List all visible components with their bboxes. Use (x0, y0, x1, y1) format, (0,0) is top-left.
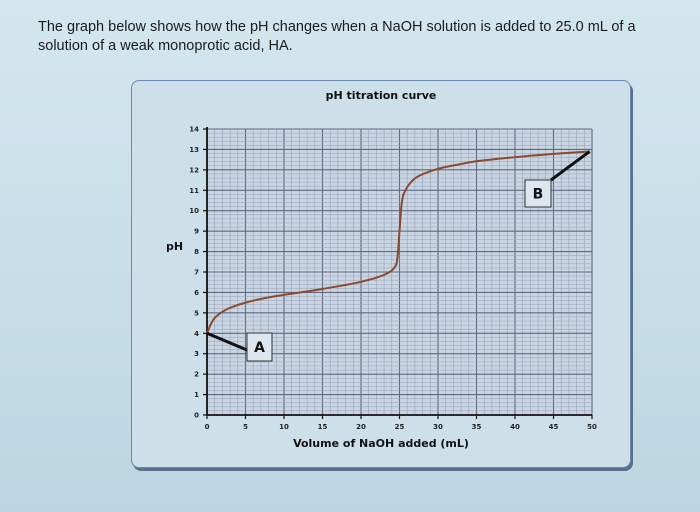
svg-text:1: 1 (194, 391, 199, 399)
svg-text:13: 13 (189, 146, 199, 154)
svg-text:6: 6 (194, 289, 199, 297)
question-text: The graph below shows how the pH changes… (38, 19, 636, 54)
svg-text:4: 4 (194, 330, 199, 338)
y-axis-label: pH (166, 240, 184, 253)
x-axis-label: Volume of NaOH added (mL) (293, 437, 469, 450)
svg-text:2: 2 (194, 371, 199, 379)
svg-text:10: 10 (189, 207, 199, 215)
label-a-box (246, 332, 273, 362)
svg-text:7: 7 (194, 269, 199, 277)
svg-text:15: 15 (318, 423, 328, 431)
label-b-box (524, 179, 552, 208)
svg-text:30: 30 (433, 423, 443, 431)
svg-text:50: 50 (587, 423, 597, 431)
titration-curve (206, 150, 590, 334)
svg-text:8: 8 (194, 248, 199, 256)
svg-text:45: 45 (549, 423, 559, 431)
svg-text:9: 9 (194, 228, 199, 236)
svg-text:25: 25 (395, 423, 405, 431)
svg-text:20: 20 (356, 423, 366, 431)
svg-text:0: 0 (205, 423, 210, 431)
svg-text:35: 35 (472, 423, 482, 431)
svg-text:10: 10 (279, 423, 289, 431)
svg-text:3: 3 (194, 350, 199, 358)
annotations: AB (206, 150, 591, 362)
svg-text:0: 0 (194, 412, 199, 420)
svg-text:12: 12 (189, 166, 199, 174)
svg-text:5: 5 (243, 423, 248, 431)
label-b-text: B (533, 187, 544, 203)
label-a-text: A (254, 340, 265, 356)
grid (206, 128, 593, 416)
svg-text:14: 14 (189, 126, 199, 134)
svg-text:5: 5 (194, 309, 199, 317)
chart-title: pH titration curve (325, 89, 437, 102)
svg-text:11: 11 (189, 187, 199, 195)
svg-text:40: 40 (510, 423, 520, 431)
